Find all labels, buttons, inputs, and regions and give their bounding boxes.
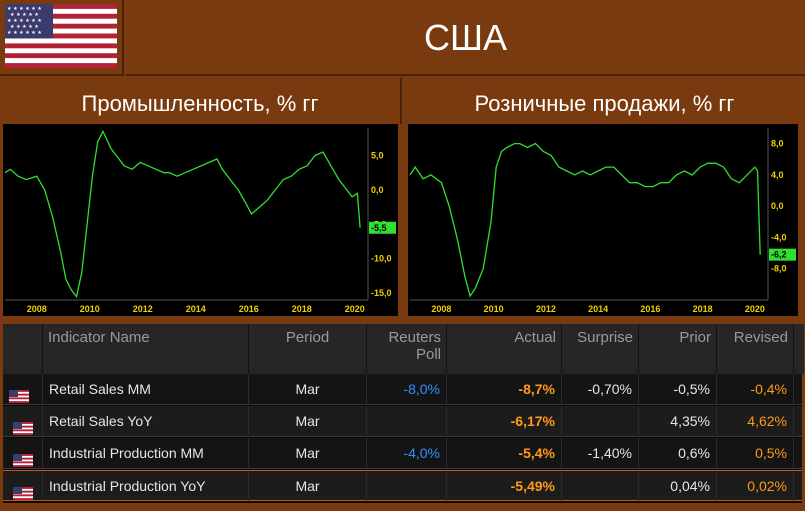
indicator-name: Industrial Production YoY <box>43 471 249 502</box>
actual-cell: -6,17% <box>447 406 562 437</box>
y-tick-label: -15,0 <box>371 288 392 298</box>
actual-cell: -5,4% <box>447 438 562 469</box>
svg-text:★ ★ ★ ★ ★ ★: ★ ★ ★ ★ ★ ★ <box>7 6 42 12</box>
header-flag-col <box>3 324 43 374</box>
revised-cell: 0,02% <box>717 471 794 502</box>
us-flag-icon <box>13 415 33 446</box>
country-flag: ★ ★ ★ ★ ★ ★ ★ ★ ★ ★ ★ ★ ★ ★ ★ ★ ★ ★ ★ ★ ★ … <box>0 0 124 76</box>
industry-chart-svg: 5,00,0-5,0-10,0-15,020082010201220142016… <box>4 128 396 314</box>
last-value-label: -6,2 <box>771 250 787 260</box>
y-tick-label: -4,0 <box>771 232 787 242</box>
x-tick-label: 2008 <box>431 304 451 314</box>
row-flag-icon <box>3 471 43 502</box>
poll-cell <box>367 406 447 437</box>
svg-text:★ ★ ★ ★ ★ ★: ★ ★ ★ ★ ★ ★ <box>7 18 42 24</box>
revised-cell: 4,62% <box>717 406 794 437</box>
header-revised[interactable]: Revised <box>717 324 794 374</box>
surprise-cell: -0,70% <box>562 374 639 405</box>
y-tick-label: 5,0 <box>371 151 384 161</box>
header-spacer <box>794 324 804 374</box>
x-tick-label: 2016 <box>640 304 660 314</box>
us-flag-icon <box>13 480 33 511</box>
period-cell: Mar <box>249 438 367 469</box>
x-tick-label: 2010 <box>80 304 100 314</box>
indicator-name: Retail Sales YoY <box>43 406 249 437</box>
retail-chart: 8,0 4,0 0,0 -4,0 -8,0 2008 2010 2012 2014 2016 201… <box>408 124 798 316</box>
x-tick-label: 2010 <box>484 304 504 314</box>
x-tick-label: 2012 <box>536 304 556 314</box>
header-surprise[interactable]: Surprise <box>562 324 639 374</box>
svg-text:★ ★ ★ ★ ★: ★ ★ ★ ★ ★ <box>10 24 39 30</box>
y-tick-label: 8,0 <box>771 139 784 149</box>
header-prior[interactable]: Prior <box>639 324 717 374</box>
x-tick-label: 2008 <box>27 304 47 314</box>
y-tick-label: 4,0 <box>771 170 784 180</box>
indicator-name: Retail Sales MM <box>43 374 249 405</box>
x-tick-label: 2020 <box>345 304 365 314</box>
prior-cell: 0,04% <box>639 471 717 502</box>
row-flag-icon <box>3 374 43 405</box>
svg-text:★ ★ ★ ★ ★ ★: ★ ★ ★ ★ ★ ★ <box>7 30 42 36</box>
prior-cell: 4,35% <box>639 406 717 437</box>
indicator-name: Industrial Production MM <box>43 438 249 469</box>
y-tick-label: 0,0 <box>371 185 384 195</box>
header-actual[interactable]: Actual <box>447 324 562 374</box>
svg-text:★ ★ ★ ★ ★: ★ ★ ★ ★ ★ <box>10 12 39 18</box>
poll-cell <box>367 471 447 502</box>
y-tick-label: 0,0 <box>771 201 784 211</box>
industry-chart: 5,00,0-5,0-10,0-15,020082010201220142016… <box>3 124 398 316</box>
x-tick-label: 2018 <box>292 304 312 314</box>
us-flag-icon: ★ ★ ★ ★ ★ ★★ ★ ★ ★ ★ ★ ★ ★ ★ ★ ★★ ★ ★ ★ … <box>5 4 117 68</box>
revised-cell: -0,4% <box>717 374 794 405</box>
prior-cell: -0,5% <box>639 374 717 405</box>
last-value-badge <box>369 221 396 234</box>
period-cell: Mar <box>249 471 367 502</box>
revised-cell: 0,5% <box>717 438 794 469</box>
x-tick-label: 2014 <box>588 304 608 314</box>
surprise-cell <box>562 406 639 437</box>
table-row[interactable]: Industrial Production MM Mar -4,0% -5,4% -1,… <box>3 438 802 469</box>
y-tick-label: -10,0 <box>371 254 392 264</box>
y-tick-label: -8,0 <box>771 264 787 274</box>
x-tick-label: 2018 <box>693 304 713 314</box>
retail-chart-title: Розничные продажи, % гг <box>474 91 735 116</box>
table-row[interactable]: Retail Sales MM Mar -8,0% -8,7% -0,70% -0,5% -… <box>3 374 802 405</box>
poll-cell: -4,0% <box>367 438 447 469</box>
actual-cell: -8,7% <box>447 374 562 405</box>
row-flag-icon <box>3 406 43 437</box>
x-tick-label: 2016 <box>239 304 259 314</box>
indicators-table: Indicator Name Period Reuters Poll Actua… <box>3 324 804 503</box>
table-row[interactable]: Industrial Production YoY Mar -5,49% 0,04% 0… <box>3 470 802 502</box>
row-flag-icon <box>3 438 43 469</box>
last-value-label: -5,5 <box>371 223 387 233</box>
header-period[interactable]: Period <box>249 324 367 374</box>
header-indicator[interactable]: Indicator Name <box>43 324 249 374</box>
x-tick-label: 2012 <box>133 304 153 314</box>
series-line <box>409 142 761 298</box>
us-flag-icon <box>9 383 29 414</box>
surprise-cell <box>562 471 639 502</box>
period-cell: Mar <box>249 406 367 437</box>
retail-chart-svg: 8,0 4,0 0,0 -4,0 -8,0 2008 2010 2012 2014 2016 201… <box>409 128 796 314</box>
period-cell: Mar <box>249 374 367 405</box>
last-value-badge <box>769 248 796 261</box>
x-tick-label: 2014 <box>186 304 206 314</box>
industry-chart-title: Промышленность, % гг <box>0 78 402 124</box>
actual-cell: -5,49% <box>447 471 562 502</box>
header-poll[interactable]: Reuters Poll <box>367 324 447 374</box>
surprise-cell: -1,40% <box>562 438 639 469</box>
us-flag-icon <box>13 447 33 478</box>
x-tick-label: 2020 <box>745 304 765 314</box>
series-line <box>4 129 361 299</box>
country-title: США <box>126 0 805 76</box>
prior-cell: 0,6% <box>639 438 717 469</box>
table-row[interactable]: Retail Sales YoY Mar -6,17% 4,35% 4,62% <box>3 406 802 437</box>
poll-cell: -8,0% <box>367 374 447 405</box>
